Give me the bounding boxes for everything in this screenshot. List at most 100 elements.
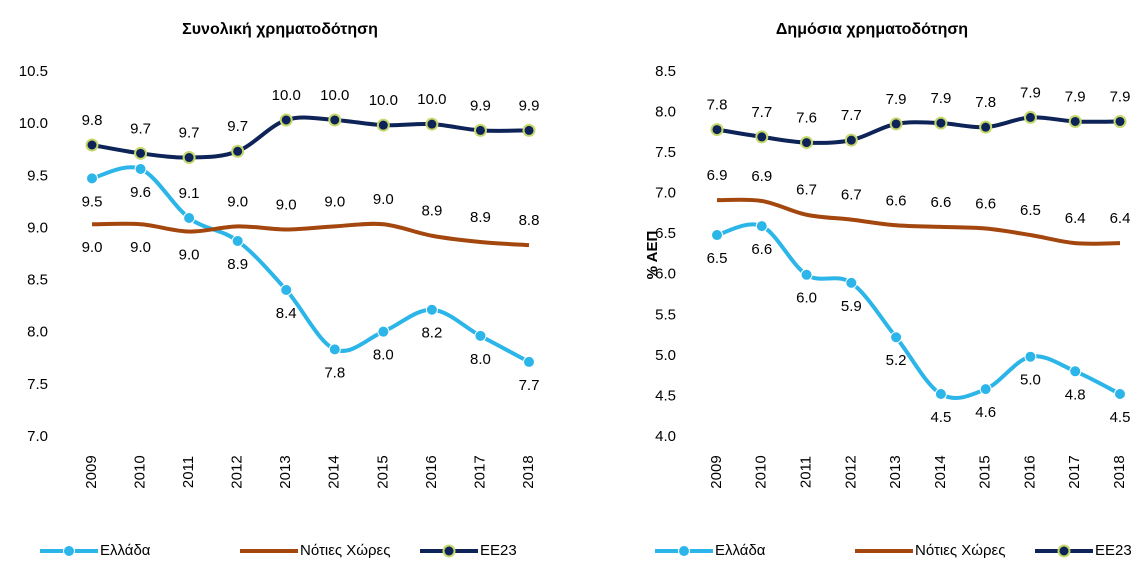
x-tick-label: 2014 [326, 455, 343, 488]
data-label: 7.7 [841, 107, 862, 124]
data-label: 9.0 [82, 239, 103, 256]
series-line [716, 222, 1121, 400]
x-tick-label: 2017 [471, 455, 488, 488]
x-tick-label: 2011 [180, 456, 197, 488]
series-marker [182, 151, 196, 165]
x-tick-label: 2012 [229, 455, 246, 488]
series-marker [890, 331, 903, 344]
x-tick-label: 2009 [83, 455, 100, 488]
data-label: 7.7 [519, 377, 540, 394]
series-marker [844, 133, 858, 147]
data-label: 8.9 [421, 203, 442, 220]
series-marker [1114, 388, 1126, 401]
series-marker [711, 229, 723, 242]
legend-marker [63, 545, 75, 557]
y-tick-label: 7.0 [27, 428, 48, 445]
series-marker [1069, 365, 1082, 378]
data-label: 9.9 [519, 97, 540, 114]
data-label: 6.0 [796, 290, 817, 307]
series-marker [934, 388, 947, 401]
data-label: 6.6 [975, 196, 996, 213]
y-tick-label: 9.0 [27, 219, 48, 236]
data-label: 5.2 [886, 352, 907, 369]
series-line [91, 165, 530, 364]
series-marker [86, 172, 98, 185]
series-marker [376, 118, 390, 132]
series-marker [279, 113, 293, 127]
series-marker [134, 146, 148, 160]
data-label: 9.6 [130, 184, 151, 201]
x-tick-label: 2011 [798, 456, 815, 488]
series-marker [889, 117, 903, 131]
x-tick-label: 2010 [753, 455, 770, 488]
data-label: 6.4 [1065, 210, 1086, 227]
y-tick-label: 6.0 [655, 266, 676, 283]
y-tick-label: 6.5 [655, 225, 676, 242]
x-tick-label: 2012 [842, 455, 859, 488]
series-marker [522, 123, 536, 137]
series-marker [934, 116, 948, 130]
legend-label: Ελλάδα [715, 542, 766, 559]
data-label: 8.0 [470, 351, 491, 368]
data-label: 10.0 [320, 87, 349, 104]
data-label: 8.2 [421, 325, 442, 342]
series-marker [280, 283, 293, 296]
series-marker [231, 234, 244, 247]
data-label: 10.0 [369, 92, 398, 109]
series-marker [800, 268, 813, 281]
data-label: 9.7 [130, 120, 151, 137]
data-label: 6.9 [751, 168, 772, 185]
data-label: 9.7 [227, 118, 248, 135]
series-marker [425, 303, 438, 316]
legend-label: Ελλάδα [100, 542, 151, 559]
series-line [716, 115, 1121, 145]
chart-title: Συνολική χρηματοδότηση [182, 21, 378, 38]
data-label: 5.9 [841, 298, 862, 315]
y-tick-label: 5.5 [655, 306, 676, 323]
data-label: 9.0 [130, 239, 151, 256]
data-label: 7.9 [930, 90, 951, 107]
legend-marker [442, 544, 456, 558]
legend-label: ΕΕ23 [1095, 542, 1132, 559]
x-tick-label: 2013 [887, 455, 904, 488]
x-tick-label: 2016 [423, 455, 440, 488]
series-marker [1113, 114, 1127, 128]
series-marker [1024, 350, 1037, 363]
data-label: 7.8 [975, 94, 996, 111]
series-marker [1023, 110, 1037, 124]
data-label: 6.6 [886, 192, 907, 209]
data-label: 6.6 [930, 194, 951, 211]
data-label: 6.7 [841, 187, 862, 204]
series-marker [979, 120, 993, 134]
data-label: 7.8 [707, 97, 728, 114]
data-label: 6.9 [707, 167, 728, 184]
y-tick-label: 8.5 [655, 63, 676, 80]
data-label: 7.9 [1110, 88, 1131, 105]
y-tick-label: 8.0 [27, 324, 48, 341]
y-tick-label: 7.5 [27, 376, 48, 393]
data-label: 8.4 [276, 305, 297, 322]
chart-title: Δημόσια χρηματοδότηση [776, 21, 968, 38]
data-label: 4.5 [1110, 409, 1131, 426]
data-label: 7.9 [1065, 88, 1086, 105]
data-label: 9.0 [179, 247, 200, 264]
data-label: 6.5 [707, 250, 728, 267]
series-marker [979, 383, 992, 396]
series-marker [473, 123, 487, 137]
x-tick-label: 2013 [277, 455, 294, 488]
data-label: 6.4 [1110, 210, 1131, 227]
legend-marker [1057, 544, 1071, 558]
series-line [716, 197, 1121, 246]
data-label: 8.9 [227, 256, 248, 273]
data-label: 10.0 [417, 91, 446, 108]
y-tick-label: 8.0 [655, 104, 676, 121]
y-tick-label: 8.5 [27, 272, 48, 289]
series-marker [134, 162, 147, 175]
data-label: 10.0 [272, 87, 301, 104]
series-marker [755, 220, 768, 233]
series-line [91, 115, 530, 160]
series-marker [328, 343, 341, 356]
legend-label: ΕΕ23 [480, 542, 517, 559]
data-label: 9.0 [227, 193, 248, 210]
